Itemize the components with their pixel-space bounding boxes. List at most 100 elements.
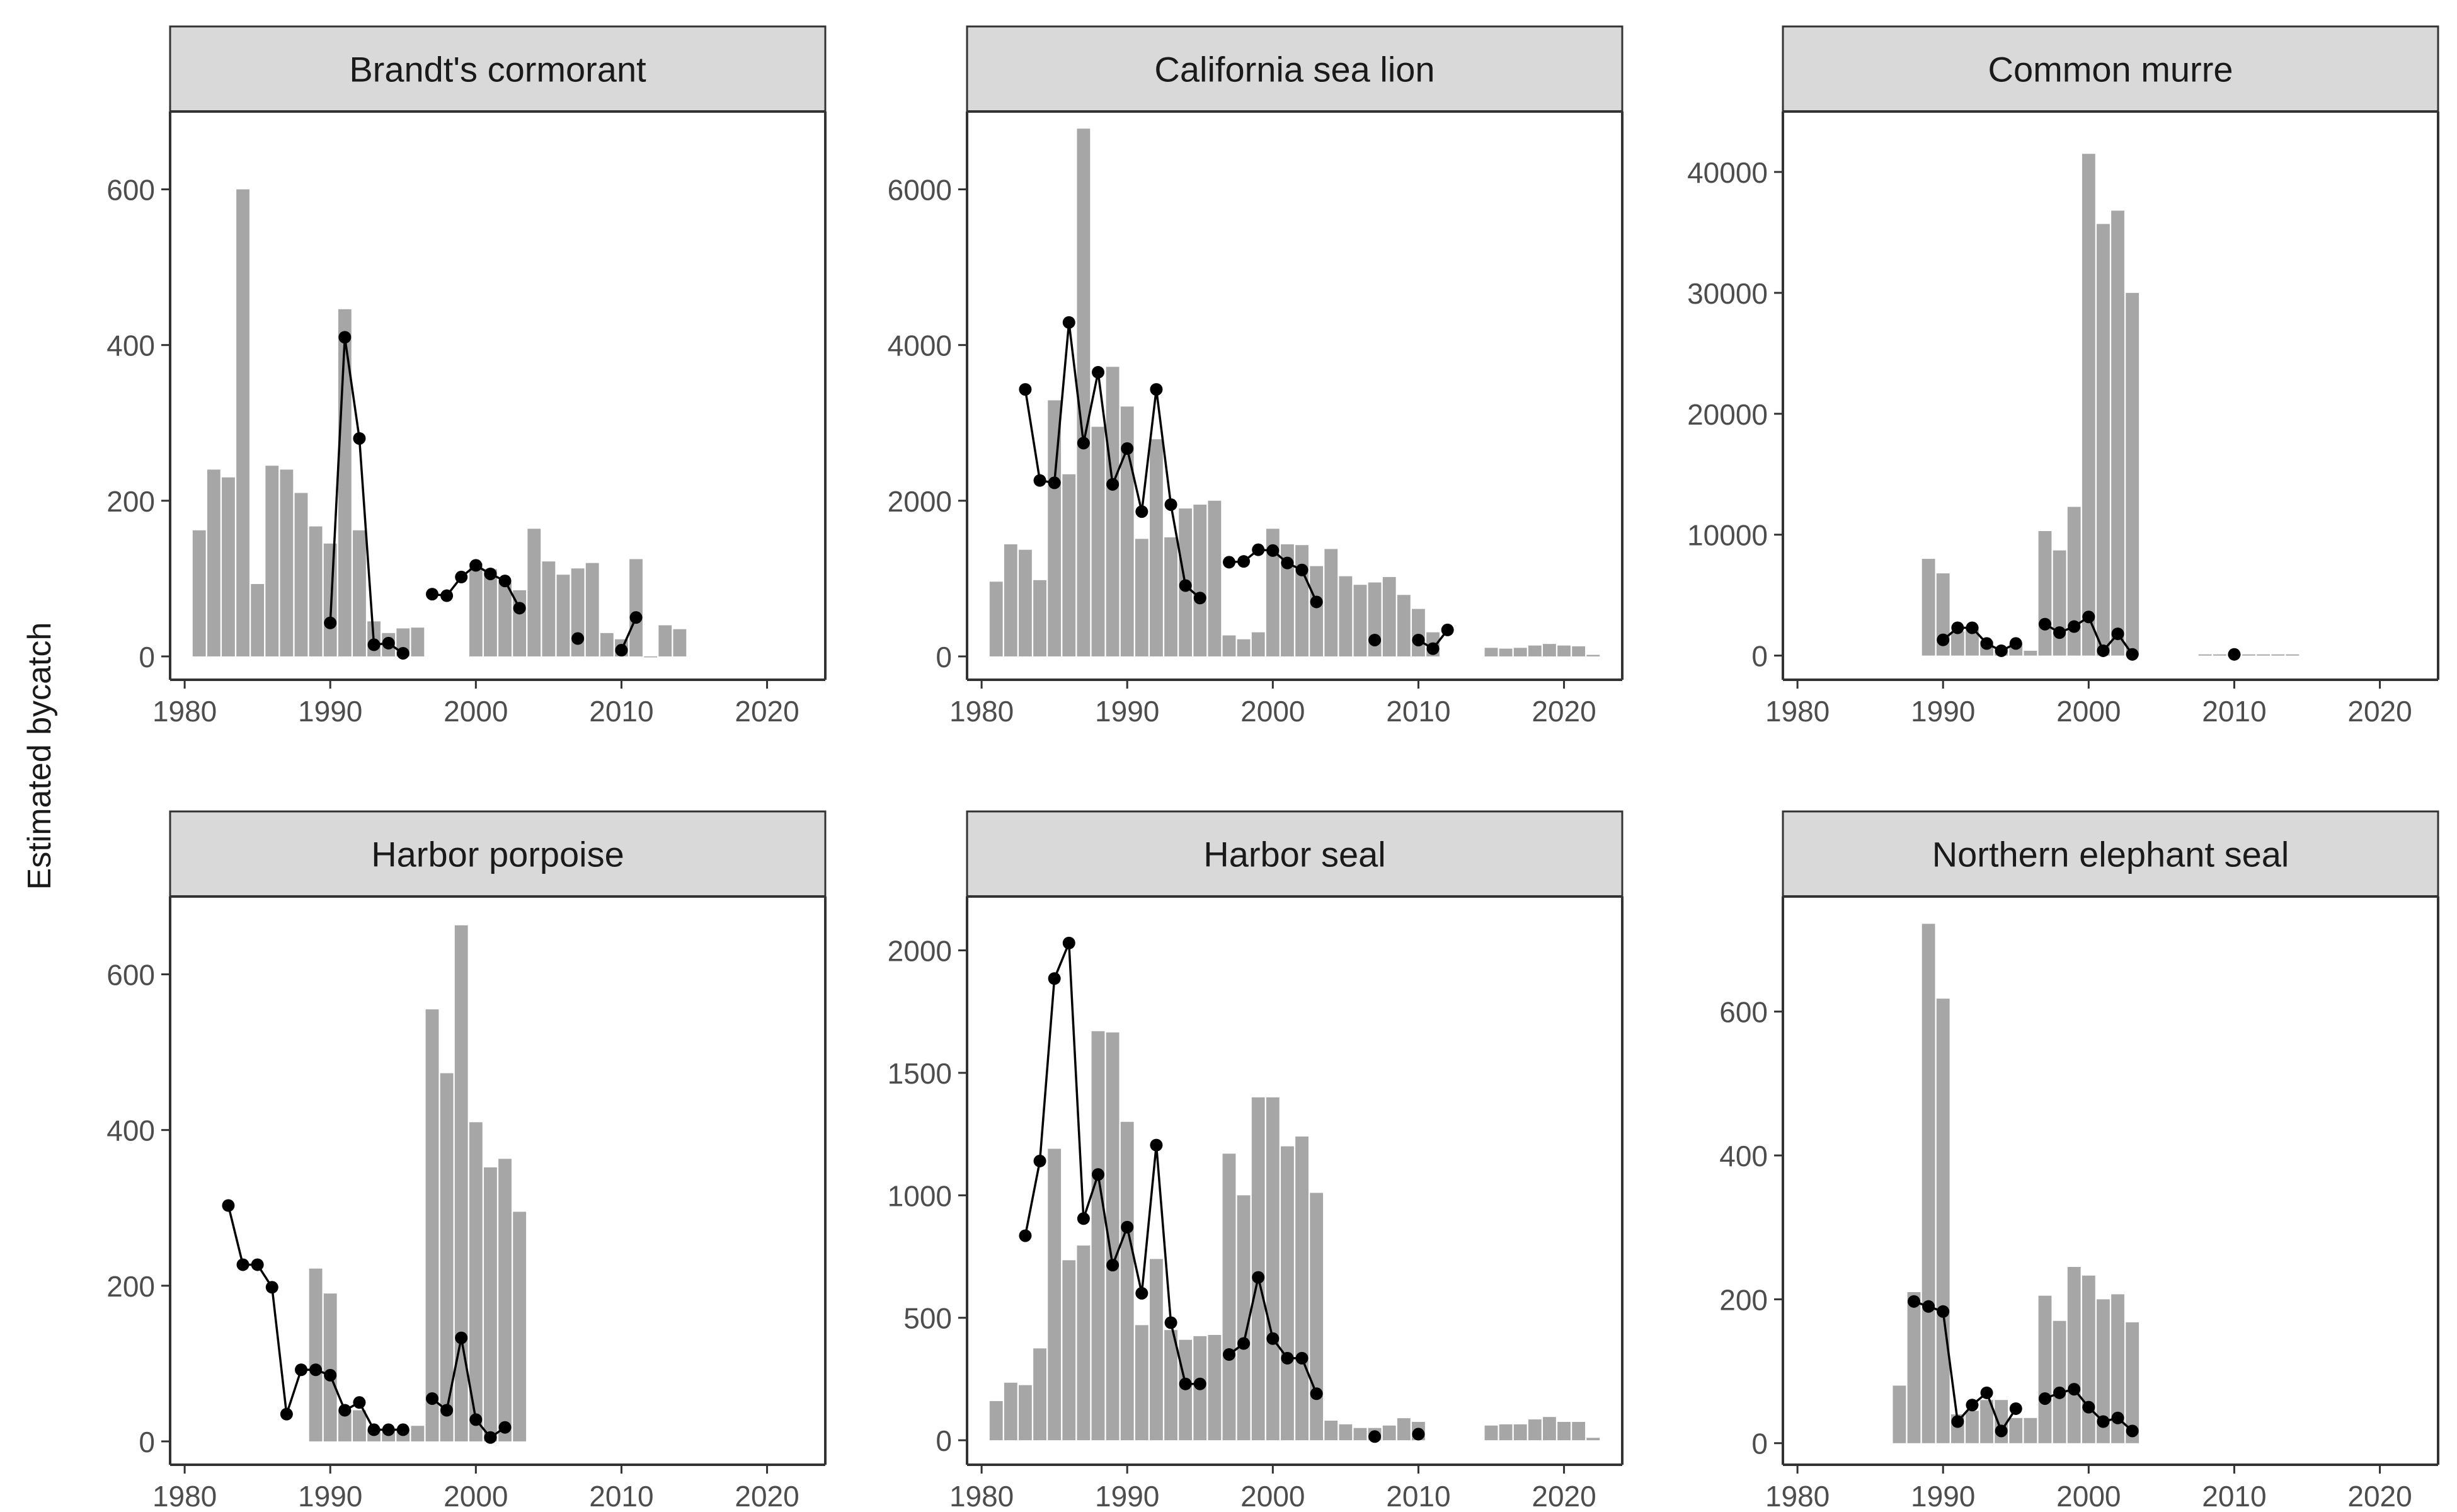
bar-1987 — [1893, 1385, 1906, 1443]
point-1990 — [324, 1368, 337, 1382]
bar-1991 — [338, 309, 352, 656]
point-1998 — [2053, 1386, 2066, 1399]
bar-1984 — [236, 189, 249, 656]
bar-1992 — [353, 1410, 366, 1441]
bar-1999 — [2067, 1267, 2081, 1443]
facet-strip — [169, 810, 827, 898]
bar-2018 — [1528, 645, 1542, 656]
bar-1983 — [1019, 1385, 1032, 1441]
point-1991 — [1951, 1415, 1964, 1428]
point-1991 — [1135, 505, 1148, 518]
bar-2003 — [2126, 292, 2139, 656]
bar-1993 — [1164, 1330, 1177, 1441]
point-2012 — [1441, 623, 1454, 636]
point-1984 — [236, 1258, 249, 1271]
point-1986 — [1062, 936, 1075, 949]
point-1994 — [382, 636, 395, 650]
bar-1981 — [989, 581, 1003, 656]
point-1987 — [1077, 1212, 1090, 1225]
bar-series — [989, 1031, 1600, 1441]
bar-2021 — [1572, 646, 1586, 656]
point-1990 — [1937, 633, 1950, 646]
point-2000 — [2082, 610, 2095, 624]
bar-1991 — [338, 1410, 352, 1441]
bar-1993 — [1980, 1400, 1993, 1443]
bar-2012 — [644, 656, 658, 658]
bar-2005 — [1339, 576, 1353, 656]
bar-1997 — [425, 1009, 439, 1441]
bar-2008 — [585, 563, 599, 656]
bar-1992 — [1150, 1259, 1163, 1441]
bar-1990 — [1120, 1121, 1134, 1441]
point-2002 — [498, 575, 512, 588]
point-2002 — [2111, 627, 2124, 641]
panel-northern-elephant-seal: Northern elephant seal 0 200 400 600 1980 1990… — [1719, 810, 2439, 1512]
bar-1992 — [1966, 1411, 1979, 1443]
bar-2001 — [1281, 1146, 1294, 1441]
bar-1998 — [2053, 1320, 2066, 1443]
point-1985 — [251, 1258, 264, 1271]
bar-2009 — [1397, 1418, 1411, 1441]
point-1990 — [1937, 1305, 1950, 1318]
bar-2002 — [2111, 210, 2124, 656]
bar-2022 — [1586, 1438, 1600, 1441]
point-1992 — [353, 432, 366, 445]
bar-1984 — [1033, 580, 1046, 656]
bar-2006 — [556, 575, 570, 656]
point-1988 — [295, 1363, 307, 1377]
point-1997 — [426, 1392, 438, 1405]
point-1994 — [1995, 644, 2008, 657]
point-1998 — [1237, 555, 1251, 568]
point-1992 — [1150, 1138, 1163, 1152]
y-tick-label-2000: 2000 — [888, 935, 952, 968]
point-2001 — [1281, 556, 1294, 570]
bar-2017 — [1513, 648, 1527, 656]
y-tick-label-10000: 10000 — [1687, 519, 1768, 552]
point-1993 — [1980, 637, 1993, 650]
bar-2022 — [1586, 655, 1600, 656]
line-series — [222, 1199, 512, 1444]
bar-2003 — [513, 1211, 527, 1441]
point-2003 — [1310, 1387, 1323, 1400]
facet-strip — [169, 25, 827, 113]
bar-1985 — [1048, 1148, 1062, 1441]
panel-harbor-porpoise: Harbor porpoise 0 200 400 600 1980 1990 2000 201… — [106, 810, 827, 1512]
point-1989 — [309, 1363, 323, 1377]
point-2001 — [2097, 1415, 2110, 1428]
point-1997 — [1223, 1348, 1235, 1361]
bar-2000 — [2082, 154, 2095, 656]
point-1998 — [440, 589, 454, 602]
point-2010 — [2228, 648, 2241, 661]
bar-2000 — [1266, 1097, 1280, 1441]
bar-1995 — [1193, 504, 1207, 656]
bar-1996 — [1208, 1334, 1222, 1441]
bar-2002 — [498, 582, 512, 656]
point-1985 — [1048, 476, 1061, 490]
bar-2015 — [1484, 1425, 1498, 1441]
bar-2001 — [484, 569, 497, 656]
bar-2006 — [1353, 1428, 1367, 1441]
y-tick-label-600: 600 — [106, 959, 155, 992]
x-tick-label-1980: 1980 — [949, 1480, 1014, 1512]
x-tick-label-2010: 2010 — [589, 1480, 653, 1512]
x-tick-label-2010: 2010 — [589, 695, 653, 728]
point-2000 — [2082, 1400, 2095, 1414]
x-tick-label-1990: 1990 — [298, 695, 362, 728]
bar-2009 — [600, 633, 614, 656]
point-1997 — [2039, 617, 2051, 631]
line-series — [324, 331, 643, 660]
y-tick-label-500: 500 — [903, 1302, 952, 1335]
point-2001 — [1281, 1351, 1294, 1365]
bar-2001 — [2097, 1299, 2110, 1443]
point-2000 — [1266, 1332, 1280, 1345]
point-2003 — [2126, 1424, 2139, 1438]
point-1989 — [1106, 478, 1120, 491]
point-1999 — [2068, 620, 2081, 633]
bar-1986 — [265, 466, 279, 656]
point-1997 — [2039, 1392, 2051, 1405]
bar-1986 — [1062, 474, 1076, 656]
y-tick-label-0: 0 — [1751, 640, 1768, 673]
point-2011 — [1426, 642, 1440, 655]
y-tick-label-200: 200 — [106, 485, 155, 518]
bar-1988 — [294, 493, 308, 656]
